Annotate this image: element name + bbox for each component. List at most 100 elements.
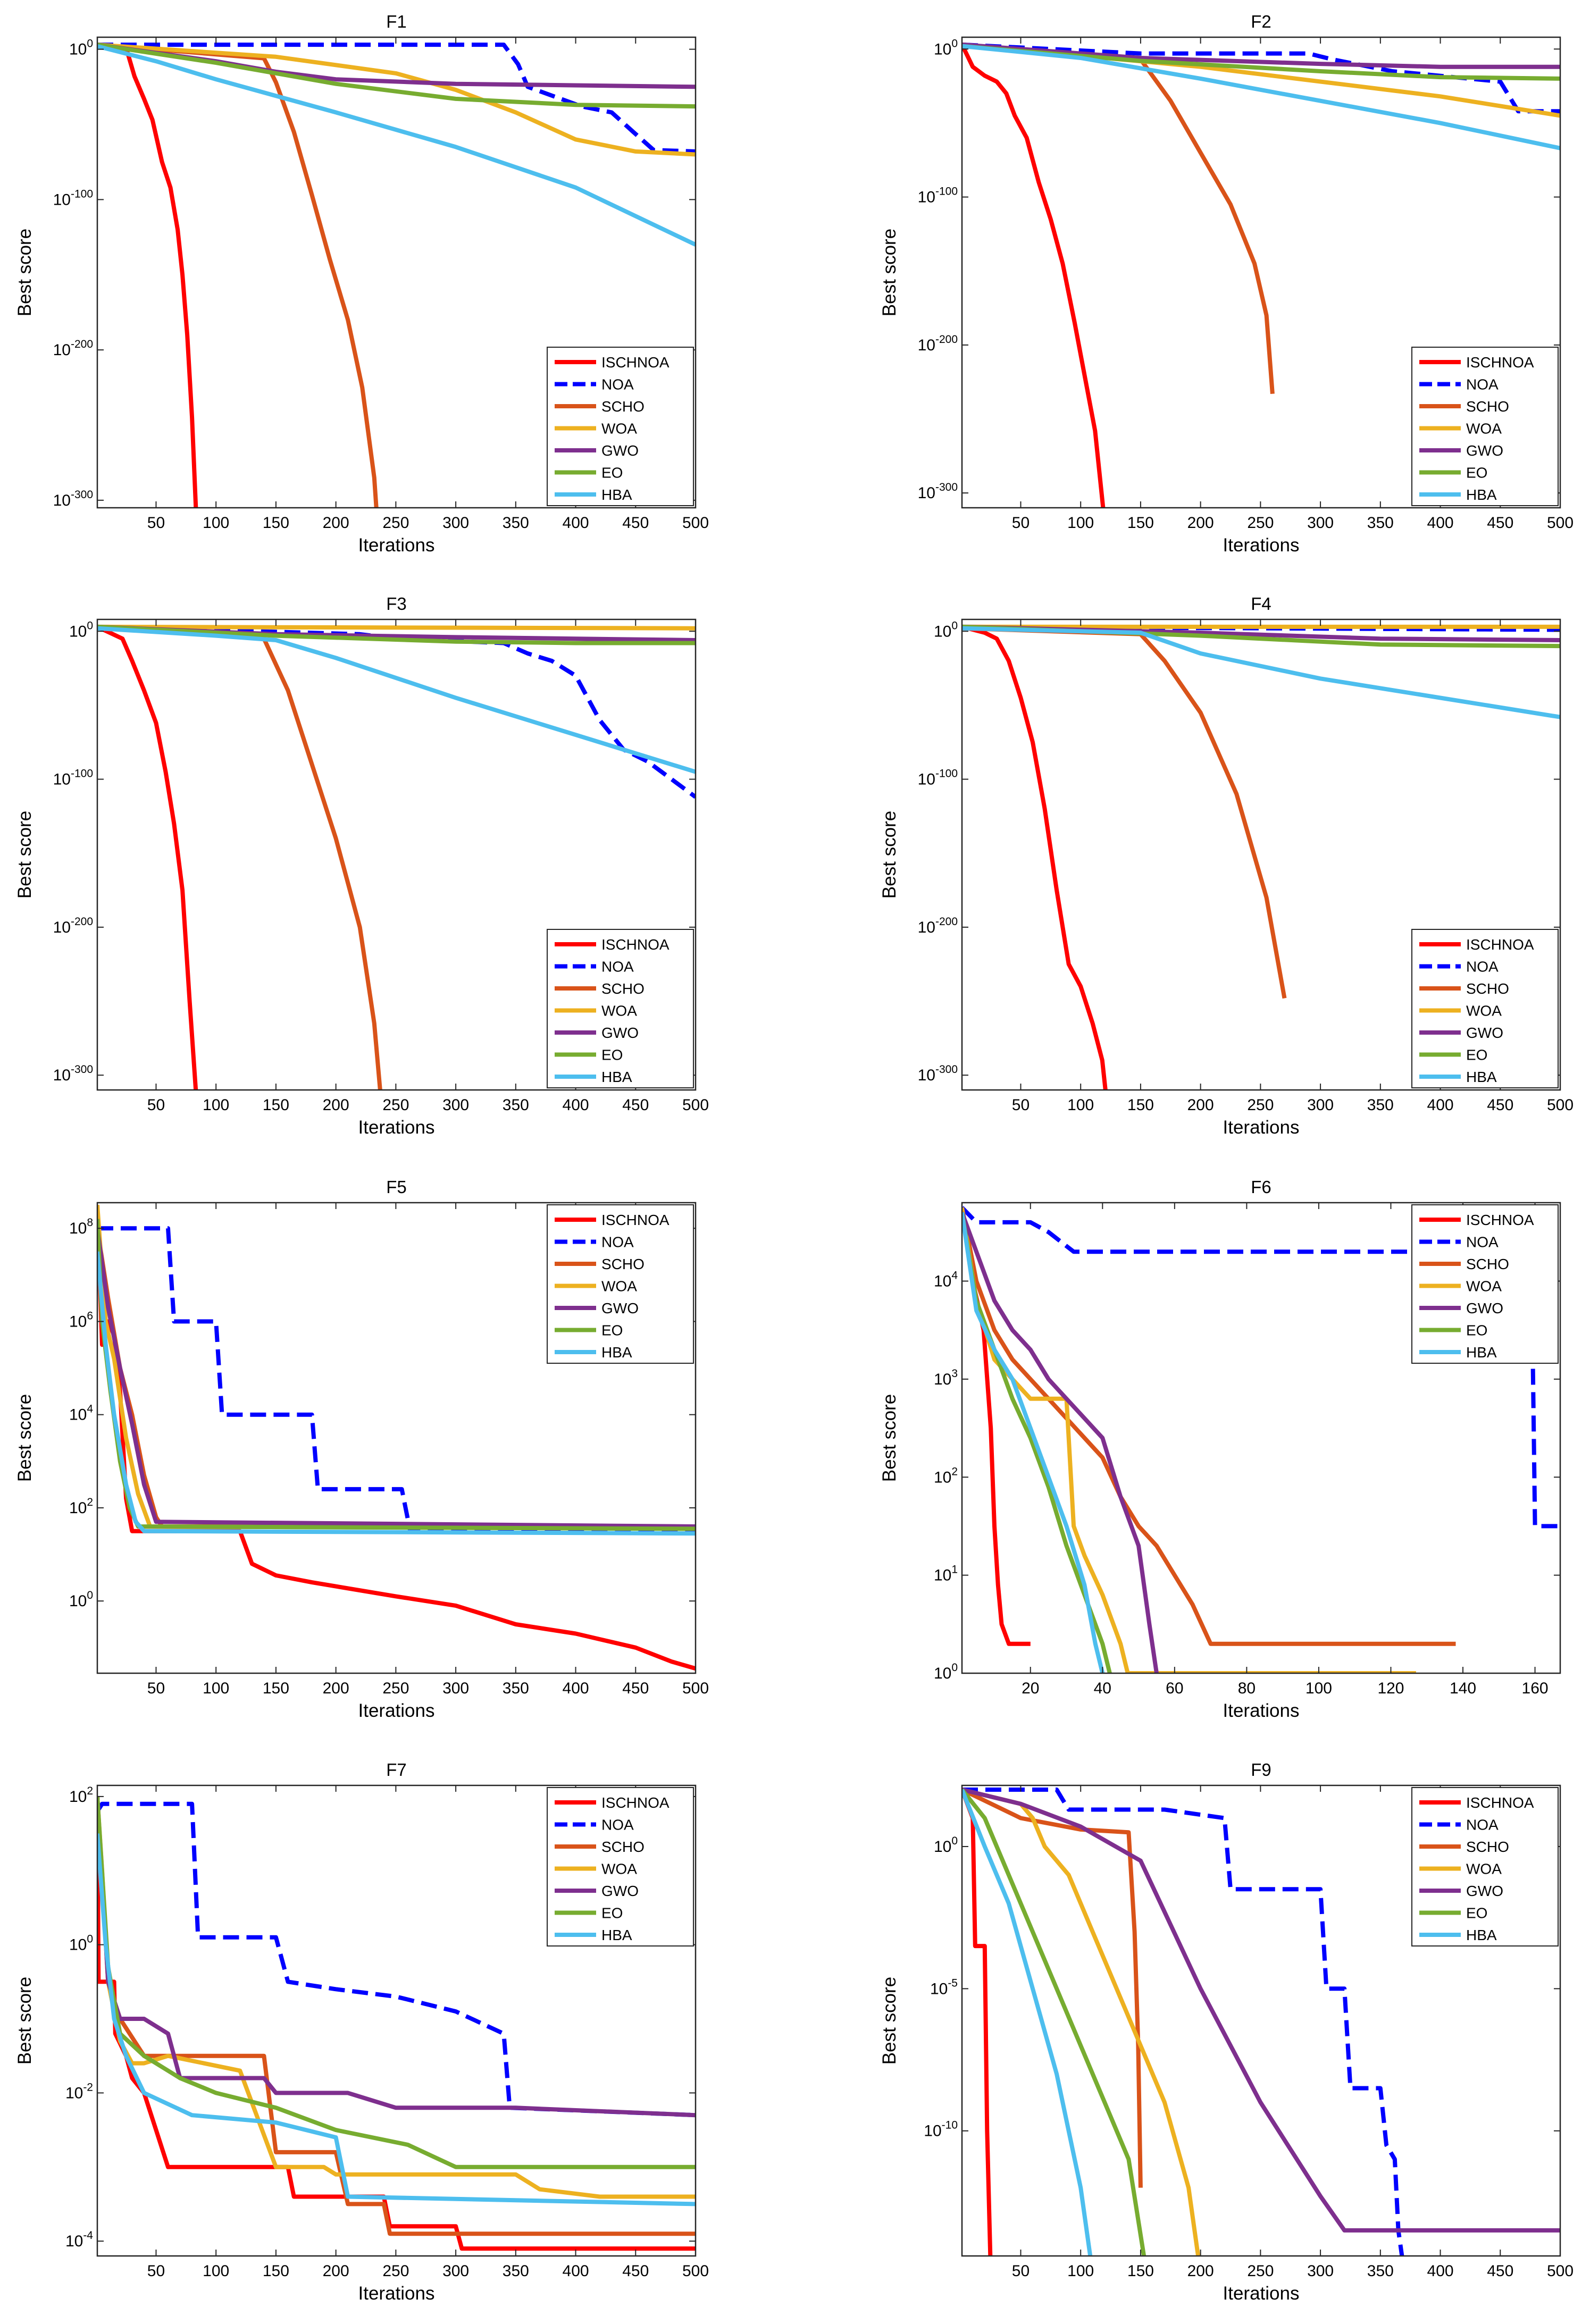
legend-label-woa: WOA bbox=[601, 1278, 637, 1295]
legend-label-hba: HBA bbox=[601, 486, 632, 503]
y-tick-label: 10-200 bbox=[53, 916, 93, 936]
legend-label-hba: HBA bbox=[1466, 1069, 1497, 1085]
x-tick-label: 50 bbox=[147, 514, 165, 532]
legend-label-woa: WOA bbox=[1466, 421, 1502, 437]
legend-label-scho: SCHO bbox=[601, 1256, 645, 1272]
y-axis-label: Best score bbox=[879, 1977, 900, 2065]
axes-box bbox=[961, 618, 1561, 1091]
y-tick-label: 10-300 bbox=[918, 481, 958, 502]
legend-label-ischnoa: ISCHNOA bbox=[601, 936, 670, 953]
y-tick-label: 102 bbox=[69, 1496, 93, 1517]
legend-box bbox=[547, 1787, 694, 1947]
x-tick-label: 150 bbox=[1127, 2262, 1154, 2280]
x-tick-label: 300 bbox=[442, 514, 469, 532]
legend-label-gwo: GWO bbox=[1466, 1025, 1503, 1041]
x-tick-label: 250 bbox=[382, 2262, 409, 2280]
series-group bbox=[962, 624, 1560, 1090]
y-tick-label: 10-300 bbox=[53, 1063, 93, 1084]
x-axis-label: Iterations bbox=[358, 1117, 435, 1138]
y-tick-label: 10-200 bbox=[918, 916, 958, 936]
x-tick-label: 400 bbox=[1427, 2262, 1454, 2280]
y-tick-label: 100 bbox=[69, 1589, 93, 1610]
x-tick-label: 350 bbox=[503, 1096, 529, 1114]
series-line-noa bbox=[962, 1788, 1404, 2256]
x-tick-label: 50 bbox=[1012, 2262, 1030, 2280]
y-tick-label: 100 bbox=[69, 619, 93, 640]
x-tick-label: 150 bbox=[263, 2262, 289, 2280]
x-tick-label: 450 bbox=[1487, 2262, 1513, 2280]
x-tick-label: 200 bbox=[323, 514, 349, 532]
x-tick-label: 100 bbox=[203, 1680, 229, 1697]
x-tick-label: 50 bbox=[147, 1096, 165, 1114]
legend-label-woa: WOA bbox=[601, 1003, 637, 1019]
y-tick-label: 10-100 bbox=[918, 768, 958, 788]
x-axis-label: Iterations bbox=[358, 2283, 435, 2304]
series-line-ischnoa bbox=[97, 43, 198, 508]
x-tick-label: 100 bbox=[1067, 2262, 1094, 2280]
legend-label-woa: WOA bbox=[1466, 1003, 1502, 1019]
x-tick-label: 500 bbox=[1547, 2262, 1574, 2280]
y-axis-label: Best score bbox=[14, 811, 35, 899]
x-tick-label: 450 bbox=[622, 514, 649, 532]
x-tick-label: 200 bbox=[1187, 1096, 1214, 1114]
x-tick-label: 450 bbox=[622, 1096, 649, 1114]
x-tick-label: 500 bbox=[682, 1096, 709, 1114]
x-tick-label: 200 bbox=[323, 1096, 349, 1114]
x-tick-label: 250 bbox=[1247, 2262, 1274, 2280]
x-tick-label: 150 bbox=[263, 1680, 289, 1697]
x-tick-label: 400 bbox=[563, 2262, 589, 2280]
legend-label-gwo: GWO bbox=[1466, 1300, 1503, 1316]
series-line-hba bbox=[97, 1251, 696, 1536]
y-tick-label: 103 bbox=[934, 1367, 958, 1388]
legend-label-woa: WOA bbox=[1466, 1861, 1502, 1877]
legend-label-eo: EO bbox=[601, 1047, 623, 1063]
y-axis-label: Best score bbox=[14, 229, 35, 316]
series-line-noa bbox=[97, 43, 696, 154]
axes-box bbox=[96, 1784, 697, 2257]
chart-title: F2 bbox=[1251, 12, 1271, 31]
series-line-noa bbox=[97, 1801, 696, 2118]
x-tick-label: 150 bbox=[1127, 514, 1154, 532]
legend-label-scho: SCHO bbox=[601, 398, 645, 415]
legend-label-eo: EO bbox=[601, 465, 623, 481]
legend-label-scho: SCHO bbox=[601, 980, 645, 997]
y-tick-label: 100 bbox=[934, 1662, 958, 1682]
subplot-f7: 50 100 150 200 250 300 350 400 450 500 102 100 10-2 1… bbox=[14, 1760, 709, 2304]
x-tick-label: 400 bbox=[563, 1096, 589, 1114]
legend-label-ischnoa: ISCHNOA bbox=[601, 1794, 670, 1811]
series-line-eo bbox=[97, 43, 696, 109]
series-line-gwo bbox=[97, 1228, 696, 1529]
series-line-ischnoa bbox=[97, 625, 198, 1090]
series-line-noa bbox=[962, 1206, 1560, 1529]
legend-label-noa: NOA bbox=[601, 1817, 634, 1833]
x-tick-label: 120 bbox=[1377, 1680, 1404, 1697]
legend-label-noa: NOA bbox=[1466, 1234, 1499, 1251]
x-tick-label: 200 bbox=[323, 1680, 349, 1697]
series-group bbox=[97, 624, 696, 1090]
subplot-f1: 50 100 150 200 250 300 350 400 450 500 100 10-100 10… bbox=[14, 12, 709, 556]
x-tick-label: 250 bbox=[382, 514, 409, 532]
legend-label-gwo: GWO bbox=[601, 442, 639, 459]
subplot-f4: 50 100 150 200 250 300 350 400 450 500 100 10-100 10… bbox=[879, 594, 1574, 1138]
x-tick-label: 350 bbox=[503, 514, 529, 532]
x-tick-label: 250 bbox=[1247, 514, 1274, 532]
legend-label-gwo: GWO bbox=[601, 1025, 639, 1041]
legend-label-scho: SCHO bbox=[1466, 398, 1509, 415]
series-line-woa bbox=[97, 624, 696, 631]
legend-label-eo: EO bbox=[1466, 1905, 1487, 1922]
x-tick-label: 450 bbox=[1487, 514, 1513, 532]
y-tick-label: 10-200 bbox=[918, 333, 958, 354]
series-line-hba bbox=[97, 1833, 696, 2206]
legend: ISCHNOA NOA SCHO WOA GWO EO HBA bbox=[547, 929, 694, 1088]
legend-label-hba: HBA bbox=[601, 1069, 632, 1085]
x-tick-label: 250 bbox=[382, 1680, 409, 1697]
series-line-gwo bbox=[962, 1212, 1159, 1673]
series-line-scho bbox=[962, 1207, 1456, 1646]
x-tick-label: 300 bbox=[1307, 1096, 1334, 1114]
x-tick-label: 250 bbox=[382, 1096, 409, 1114]
x-tick-label: 80 bbox=[1238, 1680, 1256, 1697]
legend-label-hba: HBA bbox=[601, 1344, 632, 1361]
x-axis-label: Iterations bbox=[1223, 1700, 1300, 1721]
x-tick-label: 100 bbox=[203, 1096, 229, 1114]
series-group bbox=[962, 42, 1560, 508]
